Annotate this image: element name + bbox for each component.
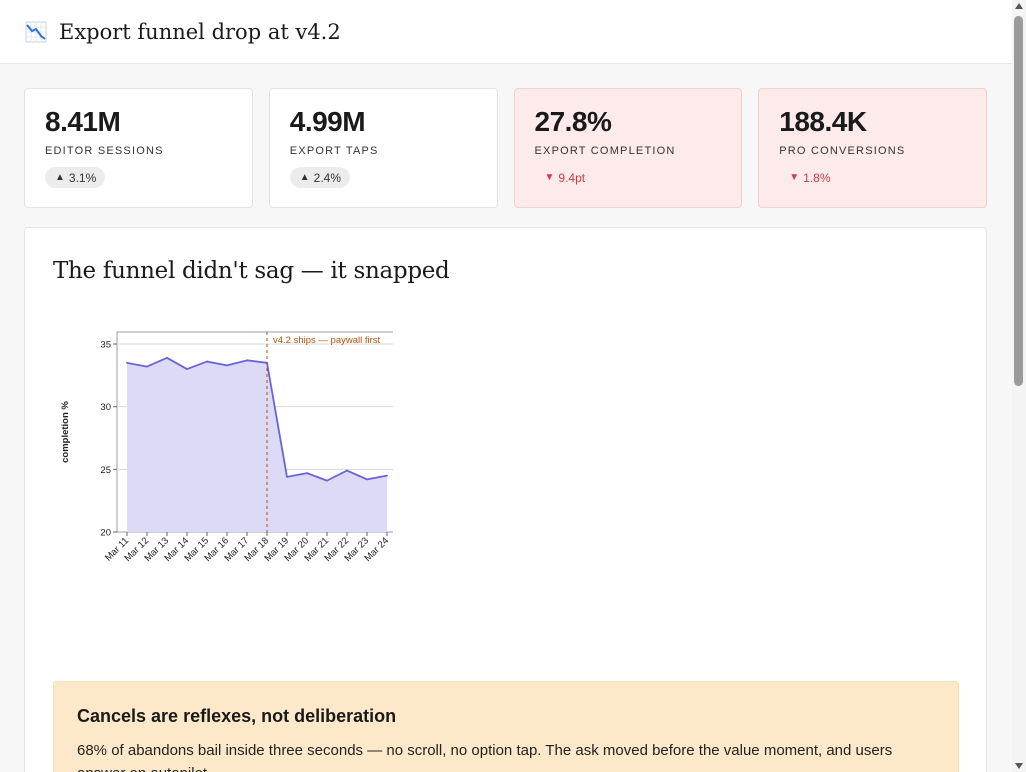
triangle-up-icon: ▲ bbox=[299, 172, 310, 183]
kpi-card-export-taps: 4.99M EXPORT TAPS ▲ 2.4% bbox=[268, 88, 498, 208]
callout-body: 68% of abandons bail inside three second… bbox=[77, 742, 893, 772]
chart-panel-title: The funnel didn't sag — it snapped bbox=[53, 258, 450, 284]
data-point bbox=[246, 359, 248, 362]
kpi-delta-badge: ▲ 2.4% bbox=[289, 167, 351, 188]
kpi-label: PRO CONVERSIONS bbox=[779, 145, 906, 157]
kpi-value: 27.8% bbox=[534, 106, 612, 137]
app-header: Export funnel drop at v4.2 bbox=[0, 0, 1012, 64]
triangle-up-icon: ▲ bbox=[55, 172, 65, 183]
y-tick-label: 25 bbox=[100, 465, 111, 476]
kpi-value: 4.99M bbox=[289, 106, 366, 137]
triangle-down-icon: ▼ bbox=[544, 172, 555, 183]
y-tick-label: 20 bbox=[100, 528, 111, 539]
scroll-up-arrow-icon[interactable] bbox=[1015, 3, 1023, 9]
data-point bbox=[366, 478, 368, 481]
callout-title: Cancels are reflexes, not deliberation bbox=[77, 706, 397, 726]
y-tick-label: 35 bbox=[100, 340, 111, 351]
kpi-delta-value: 1.8% bbox=[803, 170, 831, 185]
scroll-thumb[interactable] bbox=[1014, 16, 1023, 386]
kpi-delta-value: 3.1% bbox=[68, 170, 97, 185]
kpi-delta-badge: ▼ 9.4pt bbox=[535, 167, 595, 188]
kpi-value: 8.41M bbox=[45, 106, 121, 137]
y-tick-label: 30 bbox=[100, 402, 111, 413]
data-point bbox=[346, 469, 348, 472]
kpi-delta-value: 2.4% bbox=[313, 170, 342, 185]
kpi-delta-badge: ▼ 1.8% bbox=[779, 167, 839, 188]
data-point bbox=[166, 356, 168, 359]
kpi-value: 188.4K bbox=[779, 106, 867, 137]
kpi-label: EXPORT COMPLETION bbox=[534, 145, 676, 157]
data-point bbox=[286, 475, 288, 478]
vertical-scrollbar[interactable] bbox=[1012, 0, 1026, 772]
chart-panel: The funnel didn't sag — it snapped 20 25 3… bbox=[24, 227, 987, 772]
kpi-card-export-completion: 27.8% EXPORT COMPLETION ▼ 9.4pt bbox=[513, 88, 743, 208]
kpi-delta-badge: ▲ 3.1% bbox=[45, 167, 106, 188]
data-point bbox=[226, 364, 228, 367]
page-title: Export funnel drop at v4.2 bbox=[59, 19, 341, 44]
data-point bbox=[386, 474, 388, 477]
scroll-down-arrow-icon[interactable] bbox=[1015, 763, 1023, 769]
series-area bbox=[127, 357, 387, 532]
data-point bbox=[146, 365, 148, 368]
data-point bbox=[126, 361, 128, 364]
series-line bbox=[126, 356, 388, 482]
data-point bbox=[186, 368, 188, 370]
triangle-down-icon: ▼ bbox=[789, 172, 800, 183]
data-point bbox=[306, 472, 308, 475]
data-point bbox=[206, 360, 208, 363]
kpi-card-pro-conversions: 188.4K PRO CONVERSIONS ▼ 1.8% bbox=[758, 88, 987, 208]
y-axis-label: completion % bbox=[60, 401, 71, 463]
kpi-label: EXPORT TAPS bbox=[289, 145, 379, 157]
data-point bbox=[326, 479, 328, 482]
kpi-row: 8.41M EDITOR SESSIONS ▲ 3.1% 4.99M EXPORT… bbox=[24, 88, 987, 208]
annotation-label: v4.2 ships — paywall first bbox=[273, 335, 381, 346]
chart-decreasing-icon bbox=[25, 21, 47, 43]
kpi-label: EDITOR SESSIONS bbox=[45, 145, 164, 157]
kpi-card-editor-sessions: 8.41M EDITOR SESSIONS ▲ 3.1% bbox=[24, 88, 253, 208]
kpi-delta-value: 9.4pt bbox=[558, 170, 586, 185]
insight-callout: Cancels are reflexes, not deliberation 6… bbox=[53, 681, 959, 772]
